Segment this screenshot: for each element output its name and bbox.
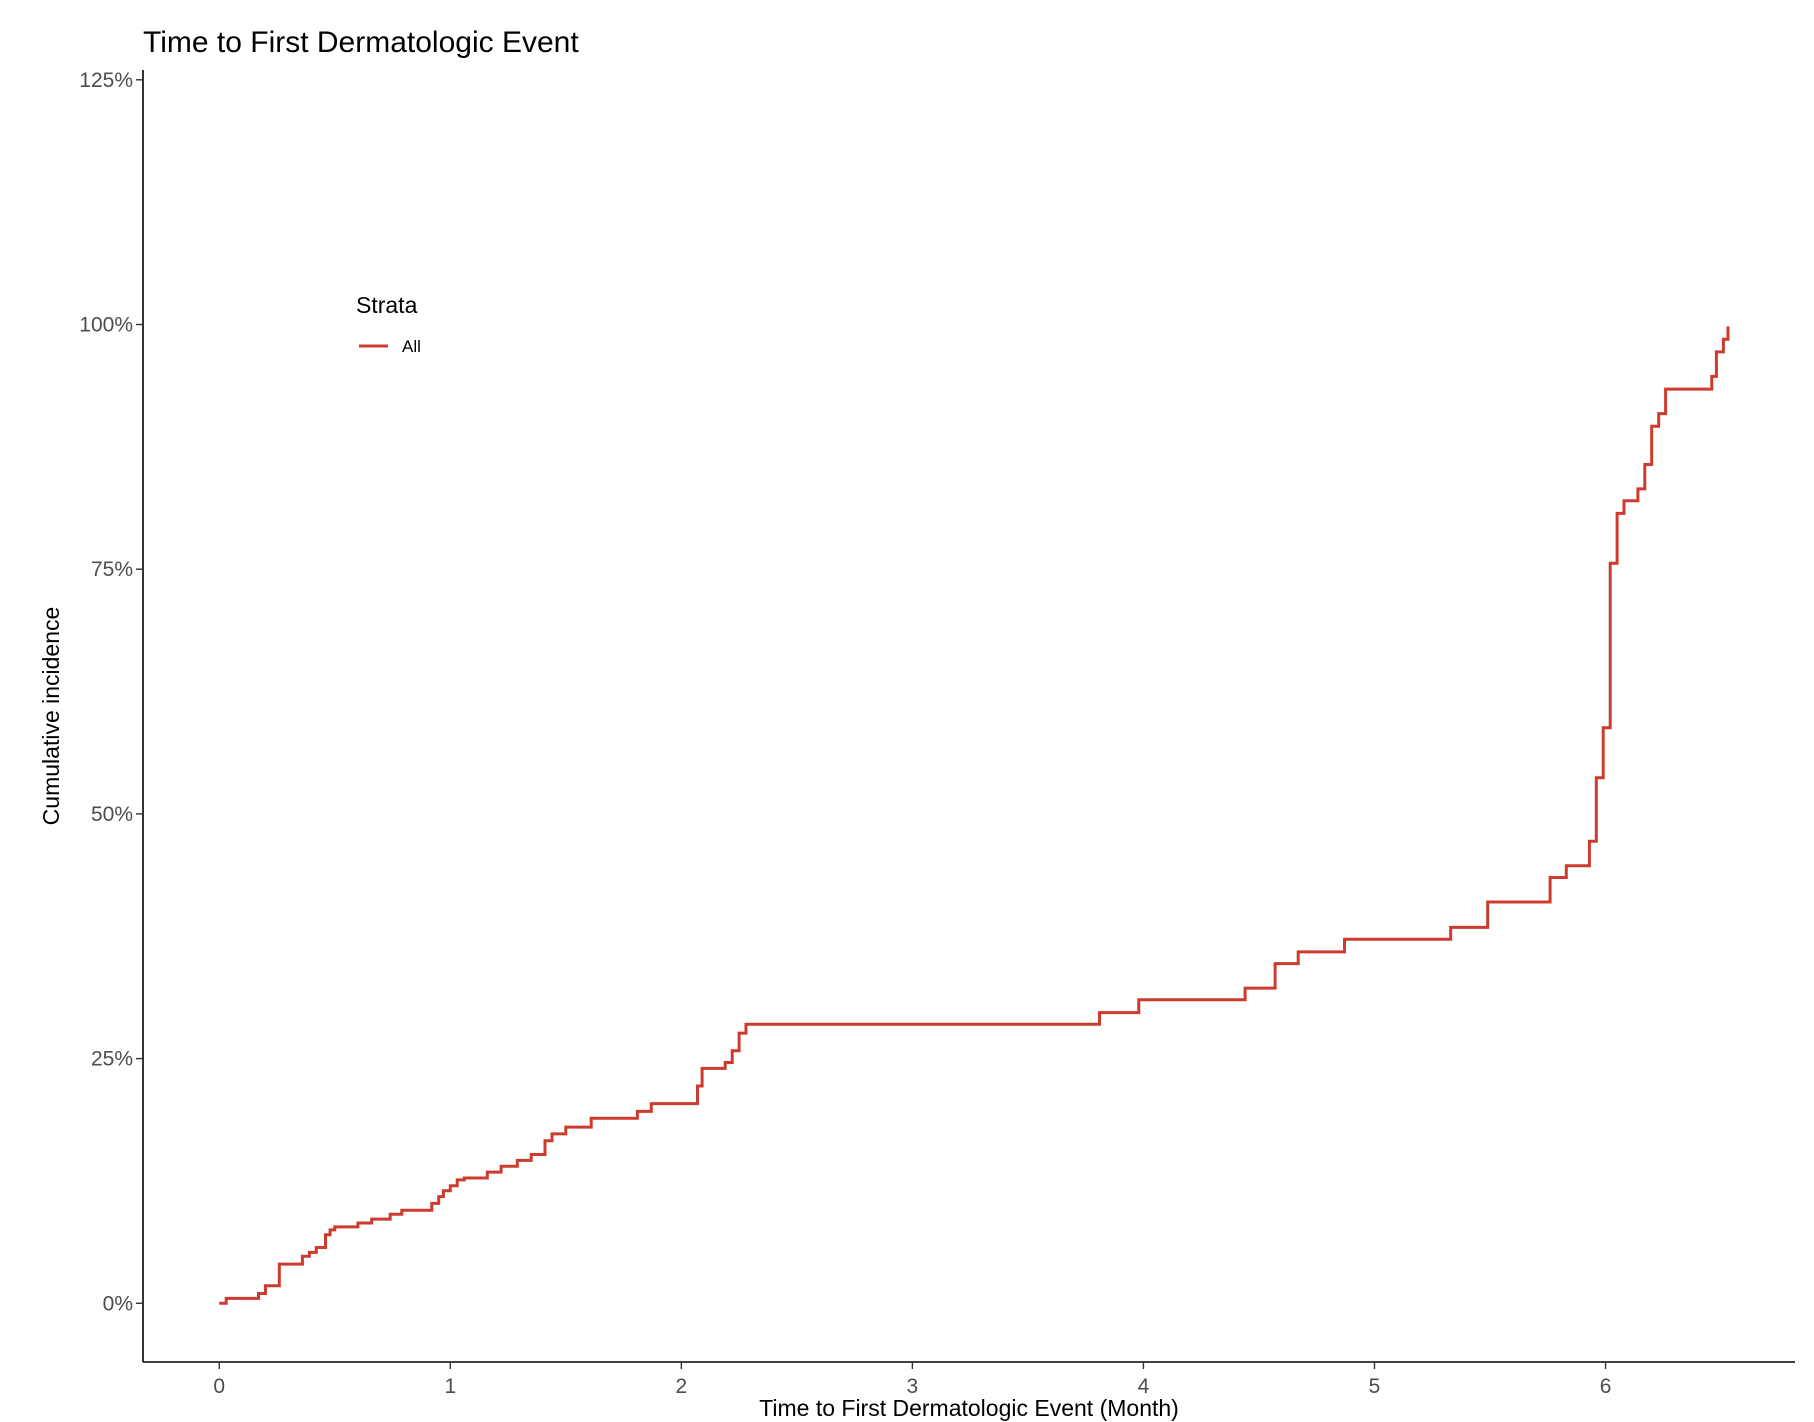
x-axis-title: Time to First Dermatologic Event (Month)	[759, 1395, 1179, 1421]
x-axis-ticks: 0 1 2 3 4 5 6	[213, 1362, 1611, 1398]
y-tick-label: 25%	[91, 1048, 133, 1071]
y-axis-title: Cumulative incidence	[38, 607, 64, 826]
series-line-all	[219, 326, 1730, 1305]
x-tick-label: 6	[1600, 1375, 1612, 1398]
y-tick-label: 100%	[79, 313, 133, 336]
x-tick-label: 2	[676, 1375, 688, 1398]
legend-title: Strata	[356, 292, 418, 318]
x-tick-label: 4	[1138, 1375, 1150, 1398]
legend: Strata All	[356, 292, 421, 356]
x-tick-label: 1	[444, 1375, 456, 1398]
x-tick-label: 0	[213, 1375, 225, 1398]
chart-title: Time to First Dermatologic Event	[143, 26, 579, 59]
x-tick-label: 3	[907, 1375, 919, 1398]
x-tick-label: 5	[1369, 1375, 1381, 1398]
legend-label-all: All	[402, 337, 421, 356]
y-axis-ticks: 0% 25% 50% 75% 100% 125%	[79, 69, 143, 1315]
y-tick-label: 75%	[91, 558, 133, 581]
plot-area	[219, 326, 1730, 1305]
y-tick-label: 0%	[103, 1292, 133, 1315]
y-tick-label: 50%	[91, 803, 133, 826]
y-tick-label: 125%	[79, 69, 133, 92]
